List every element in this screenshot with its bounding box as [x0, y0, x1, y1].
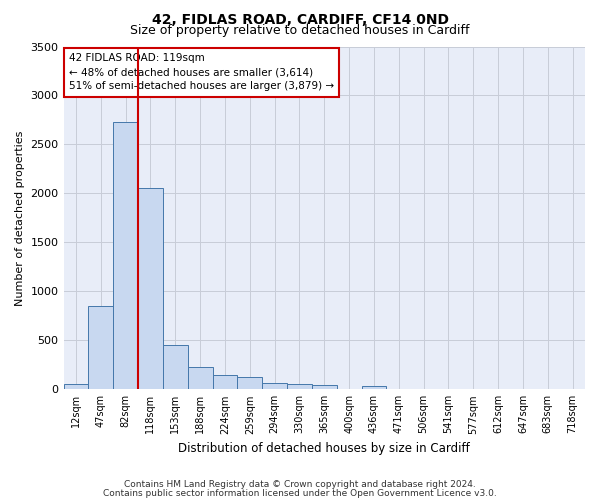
- Bar: [163, 345, 188, 390]
- Title: 42, FIDLAS ROAD, CARDIFF, CF14 0ND
Size of property relative to detached houses : 42, FIDLAS ROAD, CARDIFF, CF14 0ND Size …: [0, 499, 1, 500]
- Text: 42 FIDLAS ROAD: 119sqm
← 48% of detached houses are smaller (3,614)
51% of semi-: 42 FIDLAS ROAD: 119sqm ← 48% of detached…: [69, 54, 334, 92]
- Bar: [88, 306, 113, 390]
- X-axis label: Distribution of detached houses by size in Cardiff: Distribution of detached houses by size …: [178, 442, 470, 455]
- Text: Size of property relative to detached houses in Cardiff: Size of property relative to detached ho…: [130, 24, 470, 37]
- Text: Contains public sector information licensed under the Open Government Licence v3: Contains public sector information licen…: [103, 488, 497, 498]
- Bar: [262, 383, 287, 390]
- Bar: [238, 376, 262, 390]
- Text: 42, FIDLAS ROAD, CARDIFF, CF14 0ND: 42, FIDLAS ROAD, CARDIFF, CF14 0ND: [151, 12, 449, 26]
- Bar: [64, 384, 88, 390]
- Bar: [188, 368, 212, 390]
- Bar: [287, 384, 312, 390]
- Bar: [212, 374, 238, 390]
- Bar: [362, 386, 386, 390]
- Bar: [138, 188, 163, 390]
- Bar: [312, 385, 337, 390]
- Y-axis label: Number of detached properties: Number of detached properties: [15, 130, 25, 306]
- Bar: [113, 122, 138, 390]
- Text: Contains HM Land Registry data © Crown copyright and database right 2024.: Contains HM Land Registry data © Crown c…: [124, 480, 476, 489]
